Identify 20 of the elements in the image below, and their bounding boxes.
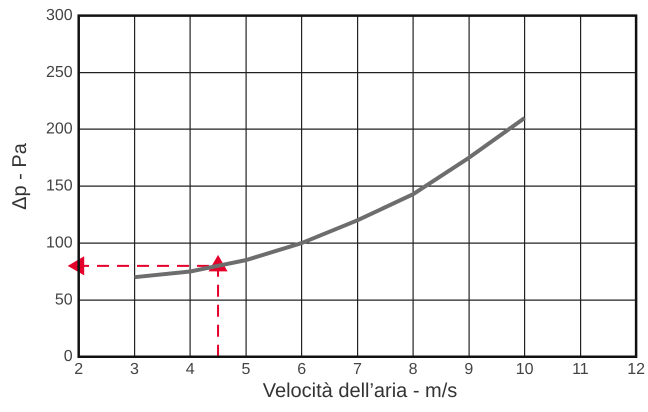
- y-tick-label: 300: [46, 7, 73, 24]
- x-tick-label: 12: [627, 360, 646, 378]
- y-tick-label: 200: [46, 120, 73, 138]
- x-tick-label: 6: [297, 360, 306, 378]
- x-axis-title: Velocità dell’aria - m/s: [262, 380, 458, 403]
- x-tick-label: 5: [241, 360, 250, 378]
- x-tick-label: 10: [516, 360, 534, 378]
- y-tick-label: 150: [46, 178, 73, 195]
- x-tick-label: 8: [408, 360, 418, 378]
- y-tick-label: 0: [64, 348, 73, 366]
- y-axis-title: Δp - Pa: [8, 142, 32, 210]
- y-tick-label: 50: [54, 291, 73, 308]
- x-tick-label: 3: [130, 360, 139, 378]
- y-tick-label: 100: [46, 234, 73, 252]
- x-tick-label: 9: [464, 360, 474, 378]
- x-tick-label: 11: [572, 360, 589, 378]
- x-tick-label: 2: [74, 360, 84, 378]
- x-tick-label: 4: [186, 360, 195, 378]
- x-tick-label: 7: [352, 360, 362, 378]
- y-tick-label: 250: [46, 64, 73, 81]
